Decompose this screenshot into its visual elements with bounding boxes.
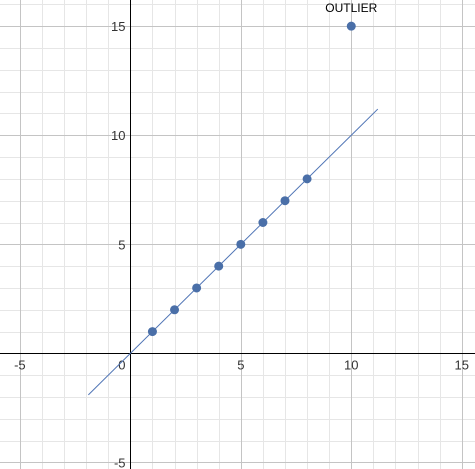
annotations: OUTLIER xyxy=(325,1,377,15)
tick-labels: -5 5 10 15 -5 5 10 15 0 xyxy=(14,19,469,469)
data-point xyxy=(147,327,157,337)
x-tick-label: 5 xyxy=(237,358,244,373)
data-points xyxy=(147,21,356,337)
y-tick-label: 10 xyxy=(111,128,125,143)
x-tick-label: 10 xyxy=(344,358,358,373)
outlier-annotation: OUTLIER xyxy=(325,1,377,15)
origin-tick-label: 0 xyxy=(118,358,125,373)
trend-line-group xyxy=(88,108,379,396)
data-point xyxy=(192,283,202,293)
data-point xyxy=(302,174,312,184)
data-point xyxy=(170,305,180,315)
y-tick-label: 5 xyxy=(118,237,125,252)
y-tick-label: -5 xyxy=(114,455,126,469)
y-tick-label: 15 xyxy=(111,19,125,34)
x-tick-label: -5 xyxy=(14,358,26,373)
x-tick-label: 15 xyxy=(455,358,469,373)
data-point xyxy=(236,239,246,249)
data-point xyxy=(280,196,290,206)
trend-line xyxy=(88,108,379,396)
data-point xyxy=(258,218,268,228)
data-point xyxy=(214,261,224,271)
data-point xyxy=(346,21,356,31)
